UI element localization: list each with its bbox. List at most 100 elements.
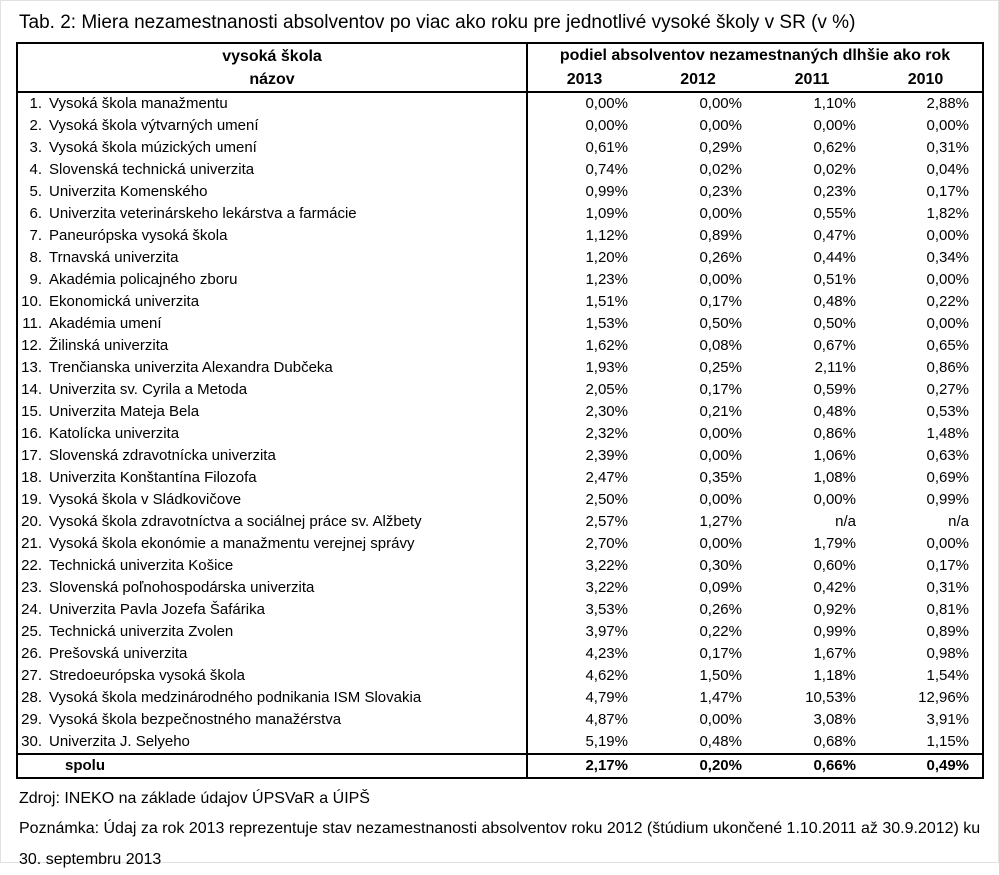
table-total-section: spolu 2,17% 0,20% 0,66% 0,49% [17,754,984,778]
value-2011: 0,92% [813,601,856,618]
table-body: 1. Vysoká škola manažmentu 0,00% 0,00% 1,… [17,92,983,754]
value-2013: 4,79% [585,689,628,706]
university-name: Univerzita veterinárskeho lekárstva a fa… [49,205,357,222]
value-2010: 0,69% [926,469,970,486]
value-2012: 0,48% [699,733,742,750]
row-number: 26. [21,645,42,662]
column-header-2011: 2011 [794,71,830,88]
table-row: 27. Stredoeurópska vysoká škola 4,62% 1,5… [17,665,983,687]
source-note: Zdroj: INEKO na základe údajov ÚPSVaR a … [19,790,370,807]
university-cell: 23. Slovenská poľnohospodárska univerzita [17,577,528,599]
value-2012: 0,00% [699,425,742,442]
value-2010: 3,91% [926,711,970,728]
value-2010: 0,17% [926,183,970,200]
value-2013: 3,97% [585,623,628,640]
table-row: 3. Vysoká škola múzických umení 0,61% 0,2… [17,137,983,159]
university-cell: 27. Stredoeurópska vysoká škola [17,665,528,687]
row-number: 24. [21,601,42,618]
university-name: Ekonomická univerzita [49,293,200,310]
university-cell: 8. Trnavská univerzita [17,247,528,269]
university-name: Trenčianska univerzita Alexandra Dubčeka [49,359,333,376]
value-2012: 0,30% [699,557,742,574]
table-row: 13. Trenčianska univerzita Alexandra Dubč… [17,357,983,379]
university-cell: 10. Ekonomická univerzita [17,291,528,313]
value-2011: 0,59% [813,381,856,398]
value-2013: 5,19% [585,733,628,750]
table-row: 9. Akadémia policajného zboru 1,23% 0,00%… [17,269,983,291]
university-name: Žilinská univerzita [49,337,169,354]
value-2011: 0,55% [813,205,856,222]
university-name: Slovenská poľnohospodárska univerzita [49,579,315,596]
value-2012: 0,21% [699,403,742,420]
value-2013: 3,22% [585,557,628,574]
university-cell: 13. Trenčianska univerzita Alexandra Dubč… [17,357,528,379]
value-2011: 0,00% [813,117,856,134]
table-row: 11. Akadémia umení 1,53% 0,50% 0,50% 0,00… [17,313,983,335]
value-2013: 2,32% [585,425,628,442]
value-2012: 1,50% [699,667,742,684]
value-2013: 2,70% [585,535,628,552]
value-2013: 0,00% [585,95,628,112]
value-2013: 1,23% [585,271,628,288]
university-name: Paneurópska vysoká škola [49,227,228,244]
value-2013: 2,47% [585,469,628,486]
value-2010: 0,89% [926,623,970,640]
table-row: 8. Trnavská univerzita 1,20% 0,26% 0,44% … [17,247,983,269]
value-2013: 4,23% [585,645,628,662]
value-2012: 1,27% [699,513,742,530]
value-2011: 1,08% [813,469,856,486]
row-number: 19. [21,491,42,508]
university-name: Vysoká škola múzických umení [49,139,257,156]
value-2013: 1,12% [585,227,628,244]
row-number: 18. [21,469,42,486]
total-row: spolu 2,17% 0,20% 0,66% 0,49% [17,754,983,778]
university-name: Stredoeurópska vysoká škola [49,667,245,684]
row-number: 14. [21,381,42,398]
value-2011: 0,99% [813,623,856,640]
table-row: 4. Slovenská technická univerzita 0,74% 0… [17,159,983,181]
table-row: 14. Univerzita sv. Cyrila a Metoda 2,05% … [17,379,983,401]
row-number: 6. [29,205,42,222]
value-2011: 1,67% [813,645,856,662]
university-name: Vysoká škola medzinárodného podnikania I… [49,689,422,706]
value-2012: 0,17% [699,645,742,662]
university-cell: 18. Univerzita Konštantína Filozofa [17,467,528,489]
university-cell: 22. Technická univerzita Košice [17,555,528,577]
value-2011: 0,47% [813,227,856,244]
value-2010: n/a [948,513,970,530]
university-cell: 15. Univerzita Mateja Bela [17,401,528,423]
table-row: 26. Prešovská univerzita 4,23% 0,17% 1,67… [17,643,983,665]
table-row: 7. Paneurópska vysoká škola 1,12% 0,89% 0… [17,225,983,247]
value-2010: 0,00% [926,227,970,244]
table-row: 20. Vysoká škola zdravotníctva a sociálne… [17,511,983,533]
row-number: 23. [21,579,42,596]
university-name: Vysoká škola zdravotníctva a sociálnej p… [49,513,422,530]
value-2010: 1,54% [926,667,970,684]
table-row: 28. Vysoká škola medzinárodného podnikani… [17,687,983,709]
university-cell: 30. Univerzita J. Selyeho [17,731,528,754]
column-header-school-line1: vysoká škola [222,47,322,65]
column-header-2010: 2010 [907,71,944,88]
value-2012: 0,22% [699,623,742,640]
row-number: 15. [21,403,42,420]
row-number: 1. [29,95,42,112]
value-2012: 0,35% [699,469,742,486]
value-2012: 0,29% [699,139,742,156]
row-number: 3. [29,139,42,156]
table-row: 2. Vysoká škola výtvarných umení 0,00% 0,… [17,115,983,137]
column-header-2013: 2013 [566,71,603,88]
value-2013: 4,62% [585,667,628,684]
university-cell: 1. Vysoká škola manažmentu [17,92,528,115]
row-number: 27. [21,667,42,684]
university-name: Trnavská univerzita [49,249,179,266]
value-2013: 2,57% [585,513,628,530]
value-2012: 0,08% [699,337,742,354]
row-number: 10. [21,293,42,310]
value-2010: 0,17% [926,557,970,574]
value-2011: 0,51% [813,271,856,288]
row-number: 16. [21,425,42,442]
table-row: 16. Katolícka univerzita 2,32% 0,00% 0,86… [17,423,983,445]
value-2011: 10,53% [805,689,856,706]
value-2011: 3,08% [813,711,856,728]
